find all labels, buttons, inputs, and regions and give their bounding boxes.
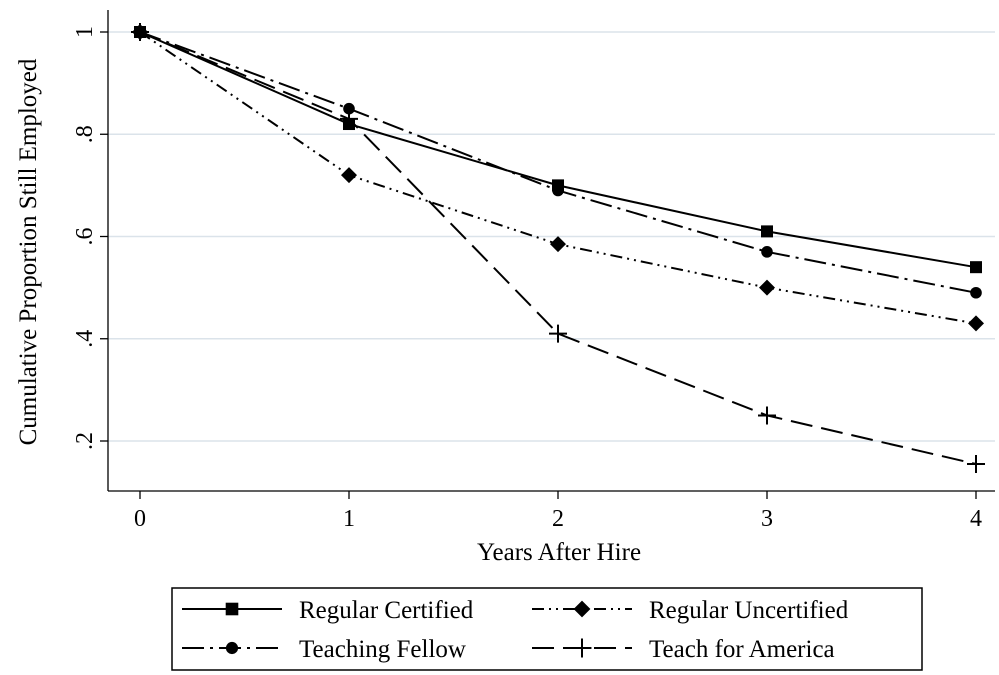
y-tick-label: .8 [72, 125, 98, 143]
legend-item: Regular Uncertified [532, 597, 849, 624]
x-tick-label: 4 [970, 506, 982, 532]
y-tick-label: .6 [72, 228, 98, 246]
x-tick-label: 2 [552, 506, 564, 532]
data-series [131, 23, 985, 474]
axes [107, 10, 995, 492]
data-point [552, 184, 564, 197]
x-tick-label: 1 [343, 506, 355, 532]
legend-label: Regular Certified [299, 597, 474, 624]
legend-marker [225, 641, 239, 655]
series-regular-uncertified [132, 24, 984, 332]
legend: Regular Certified Regular Uncertified Teac… [171, 587, 923, 671]
series-line [139, 31, 977, 465]
legend-item: Teaching Fellow [182, 636, 466, 663]
y-axis-title: Cumulative Proportion Still Employed [15, 58, 42, 445]
legend-marker [573, 600, 591, 618]
legend-marker [225, 602, 239, 616]
y-axis-ticks: 1 .8 .6 .4 .2 [72, 26, 108, 450]
data-point [550, 236, 566, 253]
data-point [761, 246, 773, 258]
series-teaching-fellow [134, 26, 982, 299]
legend-label: Teaching Fellow [299, 636, 466, 663]
x-tick-label: 0 [134, 506, 146, 532]
x-tick-label: 3 [761, 506, 773, 532]
x-axis-ticks: 0 1 2 3 4 [134, 491, 982, 532]
data-point [340, 109, 358, 128]
legend-item: Regular Certified [182, 597, 474, 624]
legend-label: Teach for America [649, 636, 835, 663]
y-tick-label: .2 [72, 432, 98, 450]
data-point [759, 279, 775, 296]
gridlines [108, 31, 995, 442]
data-point [341, 167, 357, 184]
x-axis-title: Years After Hire [477, 539, 641, 566]
data-point [343, 102, 355, 115]
legend-label: Regular Uncertified [649, 597, 849, 624]
y-tick-label: .4 [72, 330, 98, 348]
data-point [968, 315, 984, 332]
data-point [131, 23, 149, 41]
legend-marker [572, 638, 592, 658]
legend-item: Teach for America [532, 636, 835, 663]
y-tick-label: 1 [72, 26, 98, 38]
data-point [970, 286, 982, 299]
legend-box [171, 587, 923, 671]
data-point [758, 406, 776, 425]
data-point [549, 324, 567, 343]
data-point [970, 261, 982, 274]
series-teach-for-america [131, 23, 985, 474]
data-point [967, 455, 985, 474]
data-point [761, 225, 773, 238]
